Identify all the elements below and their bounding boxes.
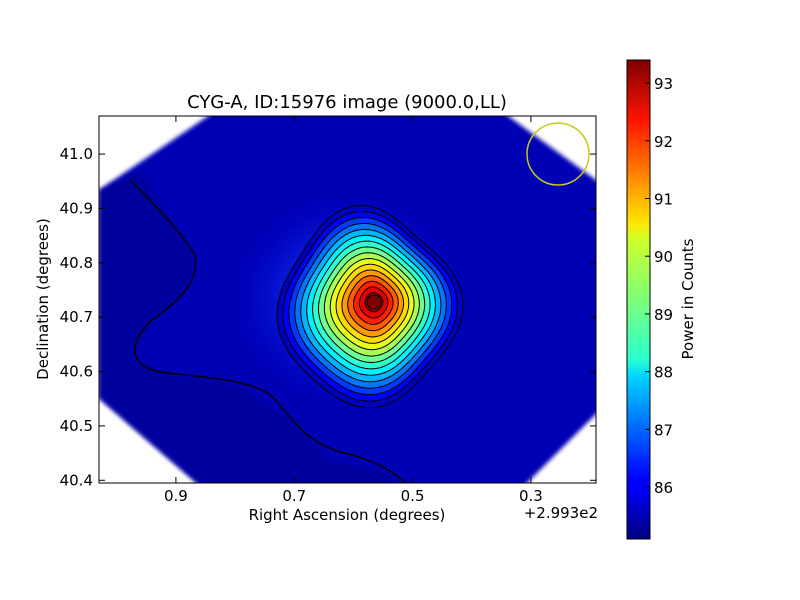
y-tick-label: 40.8 — [60, 254, 93, 272]
contour-line — [364, 292, 384, 313]
x-offset-label: +2.993e2 — [524, 504, 598, 522]
plot-frame — [98, 115, 597, 484]
y-tick-label: 40.9 — [60, 199, 93, 217]
chart-title: CYG-A, ID:15976 image (9000.0,LL) — [187, 92, 507, 113]
contour-line — [306, 234, 437, 376]
contour-line — [288, 216, 453, 396]
contour-line — [282, 210, 458, 402]
colorbar-tick-label: 90 — [654, 248, 673, 266]
contour-line — [276, 204, 464, 409]
x-tick-label: 0.9 — [164, 487, 188, 505]
contour-line — [323, 252, 420, 357]
contour-line — [294, 222, 447, 389]
source-peak — [366, 294, 382, 310]
contour-line — [329, 257, 415, 351]
colorbar-ticks: 86 87 88 89 90 91 92 93 — [645, 75, 673, 497]
x-axis-label: Right Ascension (degrees) — [249, 506, 446, 524]
colorbar — [626, 59, 651, 540]
image-dark-region — [99, 172, 400, 483]
contour-line — [335, 263, 410, 344]
y-tick-label: 40.5 — [60, 417, 93, 435]
x-axis-ticks: 0.9 0.7 0.5 0.3 — [164, 116, 543, 505]
x-tick-label: 0.5 — [401, 487, 425, 505]
contour-line — [317, 246, 426, 364]
colorbar-tick-label: 88 — [654, 364, 673, 382]
contour-line — [300, 228, 442, 383]
colorbar-tick-label: 89 — [654, 306, 673, 324]
y-tick-label: 40.4 — [60, 471, 93, 489]
colorbar-tick-label: 93 — [654, 75, 673, 93]
colorbar-tick-label: 91 — [654, 191, 673, 209]
contour-layer — [276, 204, 464, 409]
contour-line — [341, 269, 405, 338]
x-tick-label: 0.3 — [519, 487, 543, 505]
colorbar-tick-label: 87 — [654, 421, 673, 439]
x-tick-label: 0.7 — [282, 487, 306, 505]
y-axis-ticks: 40.4 40.5 40.6 40.7 40.8 40.9 41.0 — [60, 145, 596, 489]
y-tick-label: 41.0 — [60, 145, 93, 163]
colorbar-label: Power in Counts — [679, 238, 697, 359]
contour-line — [353, 280, 394, 325]
y-axis-label: Declination (degrees) — [34, 218, 52, 380]
y-tick-label: 40.7 — [60, 308, 93, 326]
contour-line — [312, 240, 431, 370]
beam-circle — [526, 122, 590, 186]
plot-area — [99, 116, 596, 483]
contour-line — [358, 286, 389, 319]
colorbar-tick-label: 86 — [654, 479, 673, 497]
background-contour — [129, 179, 406, 483]
colorbar-tick-label: 92 — [654, 133, 673, 151]
y-tick-label: 40.6 — [60, 363, 93, 381]
contour-line — [347, 275, 399, 332]
